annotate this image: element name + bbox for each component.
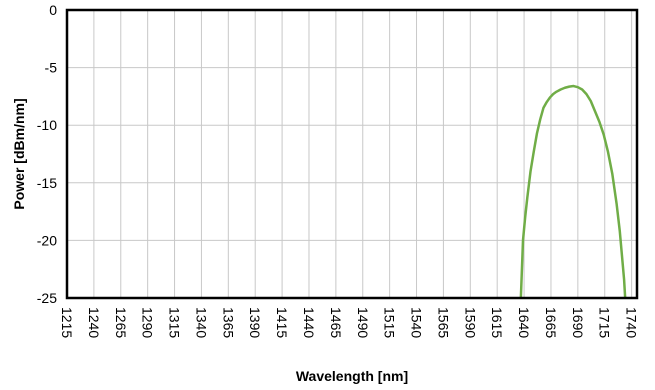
x-tick-label: 1465 [328, 307, 344, 338]
data-point [589, 100, 592, 102]
plot-area-border [65, 8, 639, 300]
data-point [615, 202, 618, 205]
y-tick-label: -20 [37, 232, 57, 248]
y-tick-label: -5 [45, 60, 58, 76]
data-point [594, 110, 596, 113]
x-tick-label: 1215 [59, 307, 75, 338]
x-tick-label: 1265 [113, 307, 129, 338]
y-tick-label: 0 [49, 2, 57, 18]
x-tick-label: 1440 [301, 307, 317, 338]
x-tick-label: 1690 [570, 307, 586, 338]
series-line [519, 84, 627, 299]
x-tick-labels: 1215 1240 1265 1290 1315 1340 1365 1390 1415 1440… [59, 307, 640, 338]
data-point [577, 86, 579, 88]
data-point [542, 107, 545, 109]
data-point [572, 85, 575, 87]
series-layer [519, 84, 627, 299]
data-point [623, 278, 625, 281]
x-tick-label: 1490 [355, 307, 371, 338]
x-tick-label: 1715 [597, 307, 613, 338]
data-point [532, 150, 535, 153]
data-point [536, 132, 538, 135]
data-point [564, 86, 566, 89]
x-tick-label: 1515 [382, 307, 398, 338]
data-point [529, 170, 532, 173]
data-point [539, 118, 542, 121]
x-tick-label: 1540 [409, 307, 425, 338]
x-axis-title: Wavelength [nm] [296, 368, 408, 384]
x-tick-label: 1340 [193, 307, 209, 338]
x-tick-label: 1740 [624, 307, 640, 338]
data-point [524, 216, 526, 219]
data-point [526, 196, 529, 199]
x-tick-label: 1390 [247, 307, 263, 338]
data-point [598, 120, 601, 123]
data-point [611, 172, 614, 175]
x-tick-label: 1240 [86, 307, 102, 338]
x-tick-label: 1665 [543, 307, 559, 338]
y-tick-labels: 0 -5 -10 -15 -20 -25 [37, 2, 57, 306]
x-tick-label: 1415 [274, 307, 290, 338]
x-tick-label: 1565 [435, 307, 451, 338]
x-tick-label: 1615 [489, 307, 505, 338]
y-axis-title: Power [dBm/nm] [11, 98, 27, 209]
data-point [602, 133, 605, 136]
data-point [545, 101, 548, 103]
data-point [621, 254, 623, 257]
x-tick-label: 1315 [167, 307, 183, 338]
data-point [549, 96, 551, 99]
data-point [555, 90, 558, 93]
grid [66, 9, 637, 299]
data-point [581, 88, 583, 91]
data-point [522, 239, 524, 242]
y-tick-label: -10 [37, 117, 57, 133]
y-tick-label: -25 [37, 290, 57, 306]
y-tick-label: -15 [37, 175, 57, 191]
x-tick-label: 1640 [516, 307, 532, 338]
x-tick-label: 1365 [220, 307, 236, 338]
data-point [607, 150, 609, 153]
data-point [618, 230, 621, 232]
x-tick-label: 1590 [462, 307, 478, 338]
data-point [552, 93, 554, 95]
x-tick-label: 1290 [140, 307, 156, 338]
data-point [585, 93, 588, 95]
data-point [559, 88, 562, 91]
data-point [568, 85, 571, 88]
